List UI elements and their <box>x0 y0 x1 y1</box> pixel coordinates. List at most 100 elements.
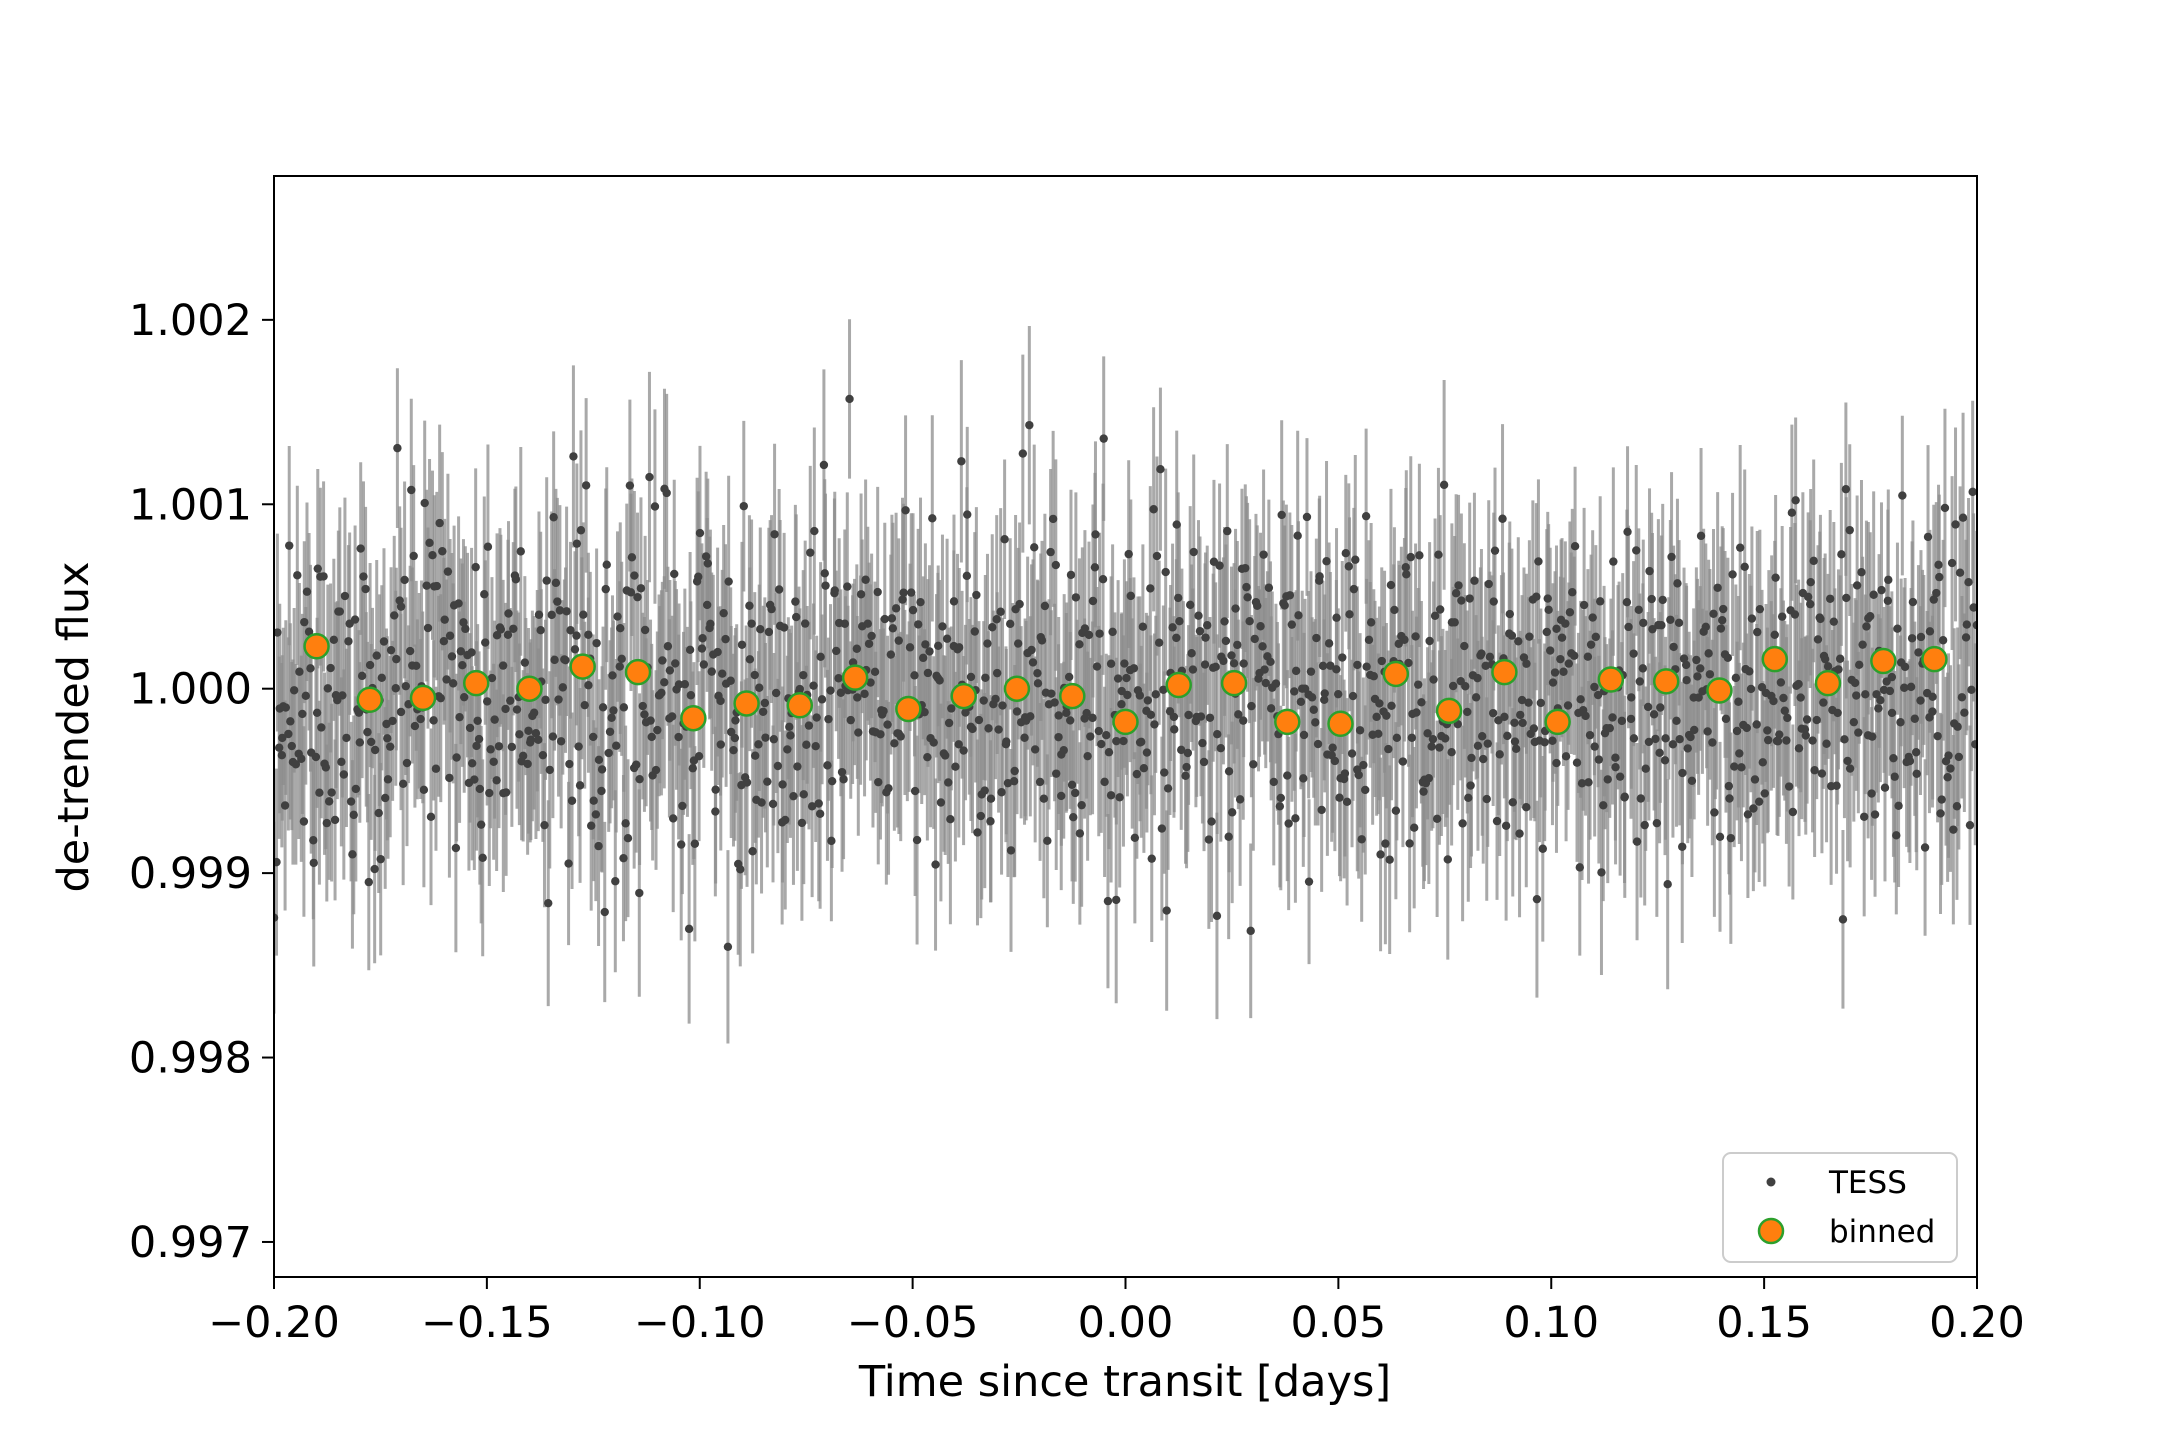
tess-point <box>680 680 690 689</box>
tess-point <box>774 585 784 594</box>
y-tick-label: 0.999 <box>129 849 252 899</box>
tess-point <box>580 700 589 710</box>
tess-point <box>534 735 543 745</box>
tess-point <box>830 586 839 595</box>
tess-point <box>1905 756 1915 766</box>
tess-point <box>396 707 406 717</box>
tess-point <box>1317 805 1326 815</box>
tess-point <box>1916 632 1926 642</box>
tess-point <box>1015 599 1024 609</box>
tess-point <box>1424 774 1434 783</box>
tess-point <box>988 623 997 632</box>
tess-point <box>1347 749 1357 758</box>
tess-point <box>750 670 759 680</box>
tess-point <box>1620 792 1629 801</box>
tess-point <box>723 942 733 951</box>
tess-point <box>694 572 703 581</box>
tess-point <box>970 627 979 636</box>
tess-point <box>799 670 808 680</box>
tess-point <box>1018 449 1028 458</box>
tess-point <box>1806 577 1815 587</box>
tess-point <box>476 820 486 829</box>
tess-point <box>711 807 720 816</box>
tess-point <box>1461 682 1470 691</box>
tess-point <box>755 683 764 692</box>
tess-point <box>1489 597 1498 606</box>
tess-point <box>957 457 966 466</box>
tess-point <box>335 607 345 616</box>
tess-point <box>506 696 515 705</box>
tess-point <box>1043 836 1052 845</box>
tess-point <box>1590 682 1599 692</box>
tess-point <box>1391 806 1401 815</box>
tess-point <box>1591 632 1601 642</box>
tess-point <box>1137 737 1146 747</box>
tess-point <box>812 713 821 722</box>
tess-point <box>1763 726 1772 735</box>
tess-point <box>1205 713 1215 722</box>
tess-point <box>581 481 591 490</box>
tess-point <box>1709 609 1718 619</box>
tess-point <box>1143 696 1153 705</box>
tess-point <box>694 751 704 761</box>
tess-point <box>660 678 669 687</box>
tess-point <box>1490 546 1500 555</box>
tess-point <box>1870 810 1880 819</box>
tess-point <box>918 653 928 663</box>
tess-point <box>1643 702 1653 712</box>
tess-point <box>972 590 981 600</box>
tess-point <box>1266 657 1275 667</box>
tess-point <box>1405 839 1414 848</box>
tess-point <box>1783 713 1792 723</box>
tess-point <box>1132 769 1142 779</box>
tess-point <box>920 707 929 717</box>
tess-point <box>1083 751 1092 761</box>
tess-point <box>1423 729 1432 738</box>
binned-point <box>1382 660 1410 688</box>
tess-point <box>1813 635 1823 644</box>
tess-point <box>791 597 800 606</box>
binned-point <box>1003 675 1031 702</box>
tess-point <box>1294 611 1303 620</box>
tess-point <box>1877 585 1886 595</box>
tess-point <box>302 587 312 596</box>
tess-point <box>601 584 610 594</box>
tess-point <box>1059 746 1068 755</box>
tess-point <box>1641 764 1650 773</box>
tess-point <box>1030 745 1040 754</box>
tess-point <box>565 759 574 769</box>
tess-point <box>1231 604 1240 613</box>
tess-point <box>1683 744 1692 753</box>
tess-point <box>1258 642 1267 651</box>
tess-point <box>1542 627 1551 637</box>
tess-point <box>724 577 733 586</box>
tess-point <box>1066 716 1075 725</box>
tess-point <box>566 626 575 635</box>
tess-point <box>792 612 801 622</box>
tess-point <box>619 853 628 863</box>
y-tick-label: 1.000 <box>129 665 252 715</box>
tess-point <box>1958 513 1968 522</box>
tess-point <box>1734 697 1743 706</box>
tess-point <box>393 443 402 453</box>
tess-point <box>1364 635 1374 645</box>
tess-point <box>1318 661 1328 671</box>
tess-point <box>1460 641 1469 651</box>
tess-point <box>1726 833 1736 843</box>
tess-point <box>597 786 606 796</box>
tess-point <box>1196 712 1206 721</box>
tess-point <box>1250 634 1259 644</box>
binned-point <box>303 633 330 660</box>
tess-point <box>448 679 458 688</box>
tess-point <box>1040 601 1050 611</box>
tess-point <box>1447 747 1456 757</box>
tess-point <box>357 671 367 681</box>
tess-point <box>425 538 434 548</box>
tess-point <box>1791 496 1800 505</box>
tess-point <box>1374 729 1383 739</box>
tess-point <box>1750 775 1760 784</box>
tess-point <box>1151 690 1160 699</box>
tess-point <box>761 733 770 742</box>
tess-point <box>1962 620 1971 629</box>
tess-point <box>274 913 279 922</box>
